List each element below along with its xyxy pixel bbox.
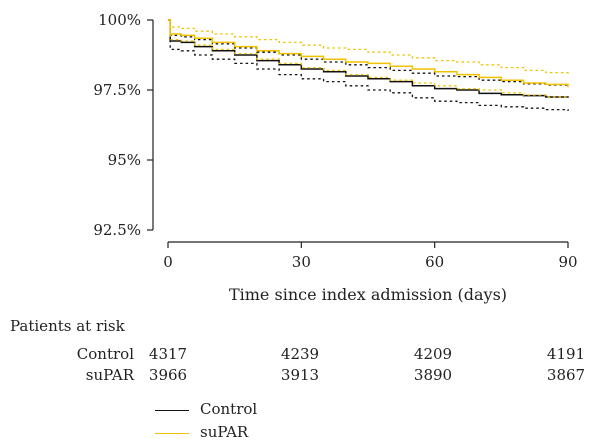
legend-label: suPAR — [200, 423, 249, 441]
risk-count: 3890 — [413, 366, 453, 384]
risk-count: 3966 — [148, 366, 188, 384]
plot-area — [168, 19, 569, 111]
risk-count: 4317 — [148, 345, 188, 363]
risk-row-label: suPAR — [85, 366, 134, 384]
y-tick-label: 92.5% — [93, 221, 141, 239]
survival-chart: 92.5% 95% 97.5% 100% 0 30 60 90 Time since inde… — [93, 11, 577, 304]
risk-count: 3867 — [546, 366, 586, 384]
supar-survival-line — [168, 19, 569, 88]
supar-ci-lower — [168, 19, 569, 99]
axes: 92.5% 95% 97.5% 100% 0 30 60 90 — [93, 11, 577, 271]
risk-count: 3913 — [280, 366, 320, 384]
x-tick-label: 90 — [558, 253, 577, 271]
risk-count: 4209 — [413, 345, 453, 363]
risk-count: 4191 — [546, 345, 586, 363]
supar-ci-upper — [168, 19, 569, 75]
y-tick-label: 97.5% — [93, 81, 141, 99]
x-tick-label: 30 — [292, 253, 311, 271]
legend-label: Control — [200, 400, 258, 418]
legend-swatch — [155, 410, 189, 411]
x-tick-label: 0 — [163, 253, 173, 271]
risk-count: 4239 — [280, 345, 320, 363]
x-tick-label: 60 — [425, 253, 444, 271]
risk-table-title: Patients at risk — [10, 317, 125, 335]
y-tick-label: 95% — [108, 151, 141, 169]
risk-row-label: Control — [76, 345, 134, 363]
control-ci-lower — [168, 19, 569, 111]
x-axis-label: Time since index admission (days) — [229, 285, 507, 304]
control-survival-line — [168, 19, 569, 98]
y-tick-label: 100% — [98, 11, 141, 29]
legend-swatch — [155, 433, 189, 434]
